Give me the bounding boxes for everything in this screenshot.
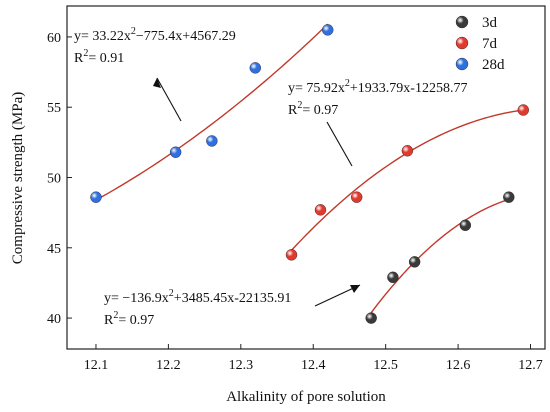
r-squared-28d: R2= 0.91 xyxy=(74,48,124,66)
point-7d xyxy=(517,104,529,116)
annotation-28d: y= 33.22x2−775.4x+4567.29 R2= 0.91 xyxy=(74,26,236,122)
y-axis-label: Compressive strength (MPa) xyxy=(10,92,26,264)
y-tick-label: 40 xyxy=(47,312,61,327)
legend-label-7d: 7d xyxy=(482,36,498,52)
arrowhead-3d xyxy=(350,285,360,293)
x-tick-label: 12.6 xyxy=(446,358,471,373)
point-3d xyxy=(459,219,472,231)
fit-curve-3d xyxy=(370,198,510,314)
y-tick-label: 45 xyxy=(47,242,61,257)
point-3d xyxy=(365,312,377,324)
x-tick-label: 12.2 xyxy=(156,358,181,373)
r-squared-3d: R2= 0.97 xyxy=(104,310,154,328)
annotation-3d: y= −136.9x2+3485.45x-22135.91 R2= 0.97 xyxy=(104,284,361,328)
legend-label-3d: 3d xyxy=(482,15,498,31)
point-7d xyxy=(285,249,298,261)
x-tick-label: 12.7 xyxy=(518,358,543,373)
point-28d xyxy=(169,146,182,158)
point-28d xyxy=(206,135,218,147)
y-tick-label: 55 xyxy=(47,101,61,116)
point-7d xyxy=(314,204,327,216)
legend-marker-7d xyxy=(455,36,469,50)
x-tick-label: 12.4 xyxy=(301,358,326,373)
point-3d xyxy=(408,256,421,268)
annotation-7d: y= 75.92x2+1933.79x-12258.77 R2= 0.97 xyxy=(288,78,467,167)
legend-marker-28d xyxy=(455,57,469,71)
point-28d xyxy=(90,191,102,203)
point-28d xyxy=(322,24,334,36)
equation-7d: y= 75.92x2+1933.79x-12258.77 xyxy=(288,78,467,96)
point-7d xyxy=(350,191,363,203)
y-axis-ticks: 40 45 50 55 60 xyxy=(47,31,72,327)
data-points xyxy=(90,24,529,324)
legend-label-28d: 28d xyxy=(482,57,505,73)
point-3d xyxy=(503,191,515,203)
x-tick-label: 12.5 xyxy=(373,358,398,373)
equation-3d: y= −136.9x2+3485.45x-22135.91 xyxy=(104,288,291,306)
arrow-7d xyxy=(326,121,353,167)
arrowhead-28d xyxy=(153,78,161,88)
x-tick-label: 12.3 xyxy=(229,358,254,373)
arrow-28d xyxy=(156,77,182,122)
point-7d xyxy=(401,145,414,157)
r-squared-7d: R2= 0.97 xyxy=(288,100,338,118)
equation-28d: y= 33.22x2−775.4x+4567.29 xyxy=(74,26,236,44)
x-axis-ticks: 12.1 12.2 12.3 12.4 12.5 12.6 12.7 xyxy=(84,344,543,373)
y-tick-label: 50 xyxy=(47,172,61,187)
point-28d xyxy=(249,62,262,74)
point-3d xyxy=(387,271,399,284)
fit-curve-28d xyxy=(95,23,329,201)
x-axis-label: Alkalinity of pore solution xyxy=(226,389,386,405)
y-tick-label: 60 xyxy=(47,31,61,46)
legend: 3d 7d 28d xyxy=(455,15,505,73)
fit-curve-7d xyxy=(291,109,524,251)
x-tick-label: 12.1 xyxy=(84,358,109,373)
legend-marker-3d xyxy=(455,15,469,29)
